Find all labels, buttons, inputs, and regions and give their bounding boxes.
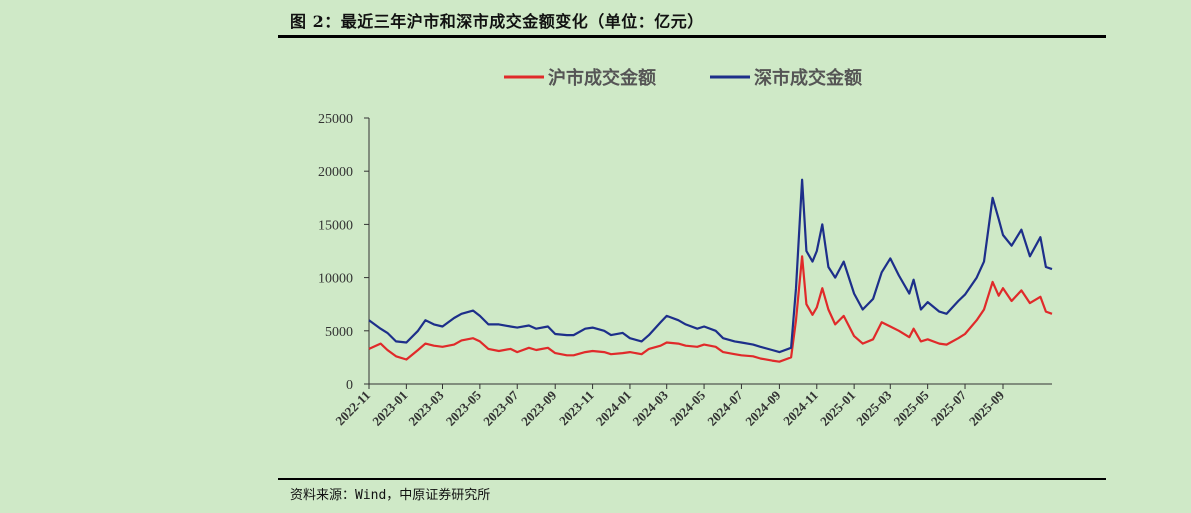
y-axis: 0 5000 10000 15000 20000 25000 (318, 112, 370, 393)
legend: 沪市成交金额 深市成交金额 (504, 67, 862, 89)
series-group (368, 178, 1053, 363)
x-tick-label: 2025-05 (891, 387, 933, 429)
x-tick-label: 2023-11 (556, 388, 597, 429)
x-tick-label: 2024-11 (780, 388, 821, 429)
x-tick-label: 2025-09 (966, 387, 1008, 429)
x-tick-label: 2024-01 (593, 388, 634, 429)
x-tick-label: 2023-09 (518, 387, 560, 429)
bottom-rule (278, 478, 1106, 480)
x-tick-label: 2025-03 (853, 387, 895, 429)
x-tick-label: 2025-07 (928, 387, 970, 429)
figure-title: 图 2：最近三年沪市和深市成交金额变化（单位：亿元） (290, 12, 704, 31)
x-tick-label: 2025-01 (817, 388, 858, 429)
x-tick-label: 2024-07 (704, 387, 746, 429)
series-line-sh (368, 255, 1053, 363)
x-axis: 2022-112023-012023-032023-052023-072023-… (332, 383, 1052, 429)
y-tick-label: 20000 (318, 165, 353, 180)
source-note: 资料来源：Wind，中原证券研究所 (290, 488, 491, 503)
x-tick-label: 2024-05 (667, 387, 709, 429)
y-tick-label: 5000 (325, 325, 353, 340)
x-tick-label: 2023-01 (369, 388, 410, 429)
x-tick-label: 2023-05 (443, 387, 485, 429)
y-tick-label: 15000 (318, 218, 353, 233)
x-tick-label: 2024-03 (630, 387, 672, 429)
top-rule (278, 35, 1106, 38)
legend-label-sh: 沪市成交金额 (548, 67, 656, 89)
x-tick-label: 2024-09 (742, 387, 784, 429)
x-tick-label: 2022-11 (332, 388, 373, 429)
x-tick-label: 2023-03 (405, 387, 447, 429)
legend-label-sz: 深市成交金额 (754, 67, 862, 89)
y-tick-label: 25000 (318, 112, 353, 127)
series-line-sz (368, 178, 1053, 354)
y-tick-label: 0 (346, 378, 353, 393)
y-tick-label: 10000 (318, 272, 353, 287)
x-tick-label: 2023-07 (480, 387, 522, 429)
